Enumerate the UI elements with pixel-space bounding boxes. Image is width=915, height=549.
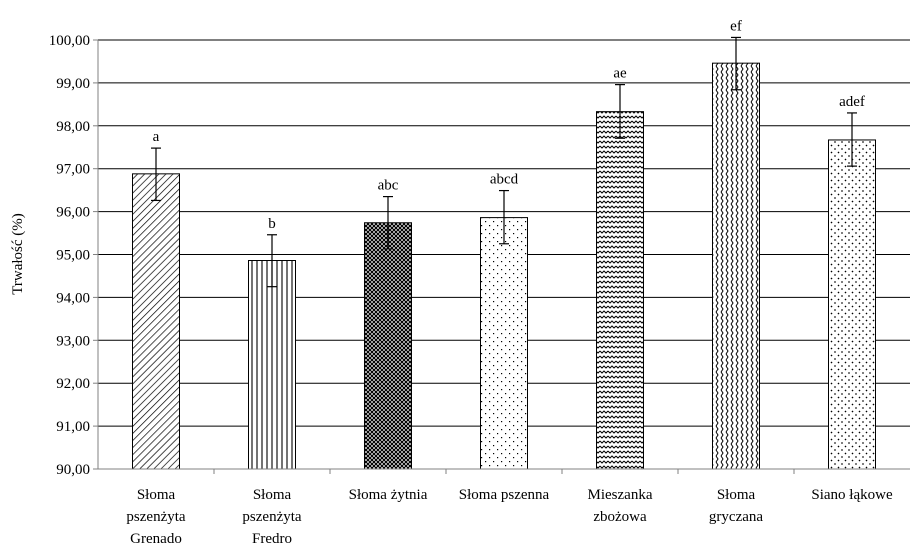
y-tick-label: 91,00 bbox=[56, 419, 90, 435]
bar bbox=[828, 139, 876, 470]
bar bbox=[364, 222, 412, 470]
x-tick-label: Słoma gryczana bbox=[709, 487, 763, 525]
x-tick-label-line: zbożowa bbox=[593, 509, 647, 525]
significance-label: a bbox=[153, 129, 160, 145]
x-tick-label: Siano łąkowe bbox=[811, 487, 893, 503]
bar bbox=[480, 217, 528, 470]
y-tick-label: 94,00 bbox=[56, 290, 90, 306]
y-tick-label: 93,00 bbox=[56, 333, 90, 349]
x-tick-label-line: Słoma bbox=[137, 487, 176, 503]
y-tick-label: 92,00 bbox=[56, 376, 90, 392]
bar bbox=[248, 260, 296, 470]
x-tick-label: Słoma pszenna bbox=[459, 487, 550, 503]
x-tick-label-line: Słoma bbox=[253, 487, 292, 503]
x-tick-label-line: Słoma żytnia bbox=[349, 487, 428, 503]
x-tick-label-line: Fredro bbox=[252, 531, 292, 547]
x-tick-label-line: Grenado bbox=[130, 531, 182, 547]
x-tick-label: Mieszanka zbożowa bbox=[588, 487, 653, 525]
x-tick-label-line: Słoma bbox=[717, 487, 756, 503]
significance-label: abcd bbox=[490, 172, 519, 188]
y-tick-label: 96,00 bbox=[56, 205, 90, 221]
bar bbox=[132, 173, 180, 470]
significance-label: b bbox=[268, 216, 276, 232]
x-tick-label: Słoma pszenżyta Grenado bbox=[126, 487, 185, 547]
error-bars bbox=[151, 36, 857, 288]
axes bbox=[93, 39, 910, 474]
labels: 90,00 91,00 92,00 93,00 94,00 95,00 96,00 97,00… bbox=[49, 18, 893, 547]
significance-label: ef bbox=[730, 18, 742, 34]
x-tick-label-line: Mieszanka bbox=[588, 487, 653, 503]
x-tick-label-line: pszenżyta bbox=[126, 509, 185, 525]
y-axis-title: Trwałość (%) bbox=[10, 213, 26, 295]
bar bbox=[596, 111, 644, 470]
significance-label: adef bbox=[839, 94, 865, 110]
y-tick-label: 97,00 bbox=[56, 162, 90, 178]
significance-label: abc bbox=[378, 178, 399, 194]
y-tick-label: 98,00 bbox=[56, 119, 90, 135]
y-tick-label: 90,00 bbox=[56, 462, 90, 478]
significance-label: ae bbox=[613, 66, 627, 82]
bar bbox=[712, 62, 760, 470]
x-tick-label-line: Słoma pszenna bbox=[459, 487, 550, 503]
x-tick-label: Słoma pszenżyta Fredro bbox=[242, 487, 301, 547]
y-tick-label: 95,00 bbox=[56, 248, 90, 264]
x-tick-label: Słoma żytnia bbox=[349, 487, 428, 503]
y-tick-label: 99,00 bbox=[56, 76, 90, 92]
y-tick-label: 100,00 bbox=[49, 33, 90, 49]
bars bbox=[132, 62, 876, 470]
x-tick-label-line: pszenżyta bbox=[242, 509, 301, 525]
x-tick-label-line: gryczana bbox=[709, 509, 763, 525]
x-tick-label-line: Siano łąkowe bbox=[811, 487, 893, 503]
